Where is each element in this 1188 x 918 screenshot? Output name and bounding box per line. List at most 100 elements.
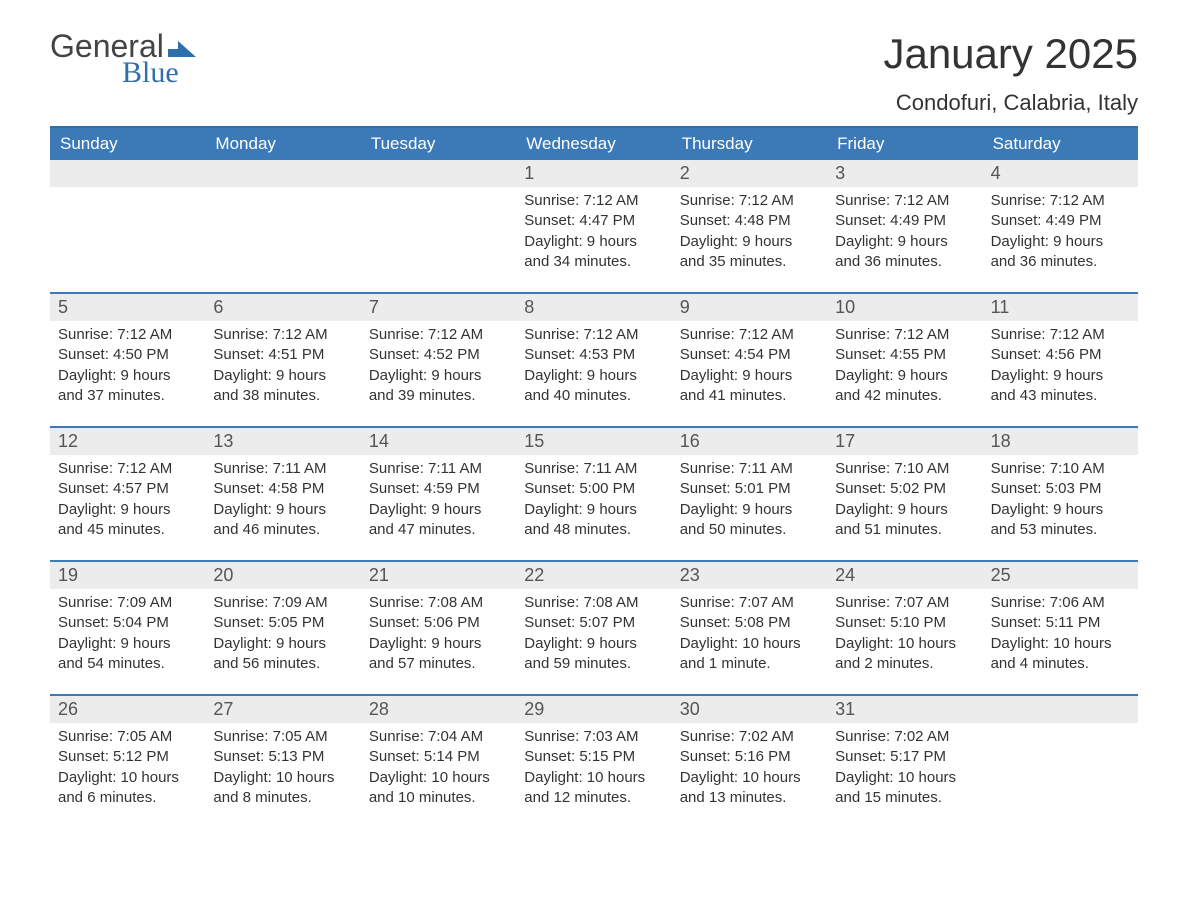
calendar-cell: 4Sunrise: 7:12 AMSunset: 4:49 PMDaylight… (983, 160, 1138, 292)
sunrise-text: Sunrise: 7:11 AM (524, 459, 663, 479)
sunrise-text: Sunrise: 7:04 AM (369, 727, 508, 747)
date-number: 2 (672, 160, 827, 187)
daylight-text-2: and 12 minutes. (524, 788, 663, 808)
calendar-cell: 21Sunrise: 7:08 AMSunset: 5:06 PMDayligh… (361, 562, 516, 694)
sunset-text: Sunset: 5:12 PM (58, 747, 197, 767)
sunset-text: Sunset: 5:02 PM (835, 479, 974, 499)
sunrise-text: Sunrise: 7:12 AM (835, 325, 974, 345)
weekday-label: Wednesday (516, 128, 671, 160)
daylight-text-2: and 59 minutes. (524, 654, 663, 674)
daylight-text-1: Daylight: 9 hours (991, 366, 1130, 386)
date-number: 5 (50, 294, 205, 321)
cell-body: Sunrise: 7:12 AMSunset: 4:49 PMDaylight:… (983, 187, 1138, 272)
calendar-cell: 16Sunrise: 7:11 AMSunset: 5:01 PMDayligh… (672, 428, 827, 560)
cell-body: Sunrise: 7:02 AMSunset: 5:16 PMDaylight:… (672, 723, 827, 808)
weekday-header: SundayMondayTuesdayWednesdayThursdayFrid… (50, 128, 1138, 160)
sunset-text: Sunset: 4:49 PM (991, 211, 1130, 231)
sunrise-text: Sunrise: 7:11 AM (213, 459, 352, 479)
sunrise-text: Sunrise: 7:02 AM (680, 727, 819, 747)
calendar-cell: 20Sunrise: 7:09 AMSunset: 5:05 PMDayligh… (205, 562, 360, 694)
sunrise-text: Sunrise: 7:11 AM (680, 459, 819, 479)
daylight-text-2: and 50 minutes. (680, 520, 819, 540)
sunrise-text: Sunrise: 7:05 AM (213, 727, 352, 747)
date-number: 7 (361, 294, 516, 321)
sunset-text: Sunset: 4:48 PM (680, 211, 819, 231)
header: General Blue January 2025 Condofuri, Cal… (50, 30, 1138, 116)
sunset-text: Sunset: 4:49 PM (835, 211, 974, 231)
daylight-text-1: Daylight: 9 hours (58, 366, 197, 386)
calendar-cell: 31Sunrise: 7:02 AMSunset: 5:17 PMDayligh… (827, 696, 982, 828)
daylight-text-2: and 35 minutes. (680, 252, 819, 272)
date-number: . (205, 160, 360, 187)
calendar-cell: 27Sunrise: 7:05 AMSunset: 5:13 PMDayligh… (205, 696, 360, 828)
calendar-cell: 8Sunrise: 7:12 AMSunset: 4:53 PMDaylight… (516, 294, 671, 426)
sunset-text: Sunset: 4:50 PM (58, 345, 197, 365)
sunrise-text: Sunrise: 7:12 AM (991, 191, 1130, 211)
sunrise-text: Sunrise: 7:07 AM (680, 593, 819, 613)
sunset-text: Sunset: 4:54 PM (680, 345, 819, 365)
date-number: 28 (361, 696, 516, 723)
date-number: 10 (827, 294, 982, 321)
date-number: 20 (205, 562, 360, 589)
sunrise-text: Sunrise: 7:12 AM (524, 191, 663, 211)
sunset-text: Sunset: 5:08 PM (680, 613, 819, 633)
cell-body: Sunrise: 7:09 AMSunset: 5:05 PMDaylight:… (205, 589, 360, 674)
daylight-text-1: Daylight: 10 hours (680, 634, 819, 654)
daylight-text-1: Daylight: 9 hours (991, 500, 1130, 520)
date-number: 21 (361, 562, 516, 589)
sunrise-text: Sunrise: 7:12 AM (680, 325, 819, 345)
cell-body: Sunrise: 7:06 AMSunset: 5:11 PMDaylight:… (983, 589, 1138, 674)
calendar-cell: 17Sunrise: 7:10 AMSunset: 5:02 PMDayligh… (827, 428, 982, 560)
daylight-text-1: Daylight: 10 hours (58, 768, 197, 788)
date-number: 1 (516, 160, 671, 187)
weekday-label: Tuesday (361, 128, 516, 160)
sunrise-text: Sunrise: 7:09 AM (213, 593, 352, 613)
daylight-text-1: Daylight: 9 hours (369, 500, 508, 520)
calendar-cell: 25Sunrise: 7:06 AMSunset: 5:11 PMDayligh… (983, 562, 1138, 694)
calendar-cell: 13Sunrise: 7:11 AMSunset: 4:58 PMDayligh… (205, 428, 360, 560)
sunrise-text: Sunrise: 7:06 AM (991, 593, 1130, 613)
sunrise-text: Sunrise: 7:12 AM (680, 191, 819, 211)
cell-body: Sunrise: 7:05 AMSunset: 5:13 PMDaylight:… (205, 723, 360, 808)
calendar-cell: 29Sunrise: 7:03 AMSunset: 5:15 PMDayligh… (516, 696, 671, 828)
daylight-text-2: and 34 minutes. (524, 252, 663, 272)
calendar-cell: 22Sunrise: 7:08 AMSunset: 5:07 PMDayligh… (516, 562, 671, 694)
weekday-label: Friday (827, 128, 982, 160)
weekday-label: Sunday (50, 128, 205, 160)
month-title: January 2025 (883, 30, 1138, 78)
daylight-text-1: Daylight: 9 hours (524, 366, 663, 386)
sunset-text: Sunset: 4:52 PM (369, 345, 508, 365)
daylight-text-1: Daylight: 9 hours (369, 366, 508, 386)
sunset-text: Sunset: 5:04 PM (58, 613, 197, 633)
sunrise-text: Sunrise: 7:12 AM (58, 459, 197, 479)
date-number: 11 (983, 294, 1138, 321)
sunrise-text: Sunrise: 7:11 AM (369, 459, 508, 479)
calendar-cell: 15Sunrise: 7:11 AMSunset: 5:00 PMDayligh… (516, 428, 671, 560)
sunrise-text: Sunrise: 7:05 AM (58, 727, 197, 747)
daylight-text-1: Daylight: 9 hours (213, 634, 352, 654)
sunrise-text: Sunrise: 7:12 AM (524, 325, 663, 345)
daylight-text-1: Daylight: 10 hours (213, 768, 352, 788)
cell-body: Sunrise: 7:09 AMSunset: 5:04 PMDaylight:… (50, 589, 205, 674)
date-number: 18 (983, 428, 1138, 455)
date-number: . (361, 160, 516, 187)
cell-body: Sunrise: 7:12 AMSunset: 4:52 PMDaylight:… (361, 321, 516, 406)
cell-body: Sunrise: 7:11 AMSunset: 5:00 PMDaylight:… (516, 455, 671, 540)
sunset-text: Sunset: 4:51 PM (213, 345, 352, 365)
cell-body: Sunrise: 7:12 AMSunset: 4:55 PMDaylight:… (827, 321, 982, 406)
date-number: 17 (827, 428, 982, 455)
calendar-cell: 14Sunrise: 7:11 AMSunset: 4:59 PMDayligh… (361, 428, 516, 560)
sunrise-text: Sunrise: 7:12 AM (213, 325, 352, 345)
cell-body: Sunrise: 7:03 AMSunset: 5:15 PMDaylight:… (516, 723, 671, 808)
cell-body: Sunrise: 7:11 AMSunset: 4:59 PMDaylight:… (361, 455, 516, 540)
sunrise-text: Sunrise: 7:09 AM (58, 593, 197, 613)
calendar-cell: 3Sunrise: 7:12 AMSunset: 4:49 PMDaylight… (827, 160, 982, 292)
calendar-cell: 9Sunrise: 7:12 AMSunset: 4:54 PMDaylight… (672, 294, 827, 426)
daylight-text-2: and 36 minutes. (835, 252, 974, 272)
location: Condofuri, Calabria, Italy (883, 90, 1138, 116)
sunrise-text: Sunrise: 7:08 AM (369, 593, 508, 613)
daylight-text-2: and 36 minutes. (991, 252, 1130, 272)
daylight-text-2: and 1 minute. (680, 654, 819, 674)
date-number: 23 (672, 562, 827, 589)
sunset-text: Sunset: 5:17 PM (835, 747, 974, 767)
